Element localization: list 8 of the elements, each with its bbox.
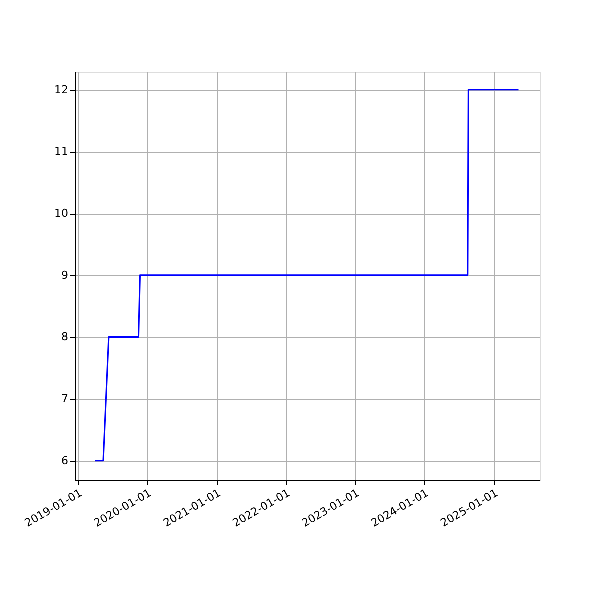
line-series: [94, 89, 520, 462]
y-tick-label: 6: [62, 454, 68, 468]
y-tick-label: 8: [62, 330, 68, 344]
y-tick-label: 11: [54, 145, 68, 158]
y-tick-label: 12: [54, 83, 68, 96]
y-tick-label: 7: [62, 392, 68, 406]
y-tick-label: 10: [54, 207, 68, 220]
y-tick-label: 9: [62, 268, 68, 282]
